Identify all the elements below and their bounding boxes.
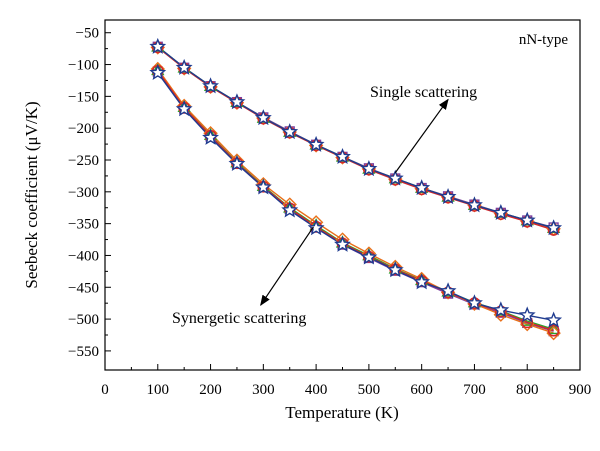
- data-point-star: [492, 203, 510, 221]
- series-line-single-circle: [157, 46, 554, 231]
- data-point-star: [307, 219, 325, 236]
- data-point-star: [360, 248, 378, 265]
- series-markers-single-circle: [151, 41, 560, 236]
- series-markers-synergetic-triangle: [151, 62, 561, 335]
- data-point-star: [307, 135, 325, 152]
- data-point-star: [228, 93, 246, 110]
- data-point-star: [334, 147, 351, 164]
- data-point-star: [281, 201, 299, 218]
- y-tick-label: −50: [76, 26, 99, 42]
- series-markers-synergetic-diamond: [150, 61, 561, 341]
- x-tick-label: 300: [252, 382, 275, 398]
- data-point-star: [175, 100, 193, 117]
- single-scattering-arrow: [394, 98, 449, 174]
- data-point-star: [254, 178, 272, 195]
- data-point-star: [175, 58, 193, 75]
- data-point-star: [413, 179, 431, 196]
- series-markers-synergetic-square: [152, 66, 559, 337]
- series-line-synergetic-star: [157, 72, 554, 322]
- data-point-star: [202, 77, 219, 94]
- series-line-synergetic-triangle: [157, 69, 554, 330]
- series-line-single-diamond: [157, 46, 554, 230]
- series-line-single-triangle: [157, 46, 554, 229]
- y-axis-title: Seebeck coefficient (μV/K): [22, 101, 41, 288]
- data-point-star: [413, 273, 431, 290]
- data-point-triangle: [546, 321, 561, 335]
- y-tick-label: −350: [68, 217, 99, 233]
- y-tick-label: −150: [68, 89, 99, 105]
- data-point-star: [149, 63, 167, 80]
- series-markers: [149, 37, 563, 341]
- synergetic-scattering-arrow: [260, 226, 314, 306]
- x-tick-label: 600: [410, 382, 433, 398]
- single-scattering-label: Single scattering: [370, 84, 477, 101]
- x-axis-title: Temperature (K): [285, 403, 399, 422]
- data-point-star: [386, 169, 404, 186]
- data-point-star: [254, 109, 272, 126]
- series-markers-synergetic-star: [149, 63, 563, 328]
- data-point-star: [149, 37, 167, 54]
- data-point-circle: [547, 324, 560, 337]
- data-point-star: [334, 235, 351, 252]
- x-tick-label: 800: [516, 382, 539, 398]
- data-point-star: [360, 160, 378, 177]
- x-tick-label: 500: [358, 382, 381, 398]
- y-tick-label: −200: [68, 121, 99, 137]
- data-point-diamond: [493, 307, 509, 322]
- x-tick-label: 100: [147, 382, 170, 398]
- x-tick-label: 700: [463, 382, 486, 398]
- data-point-diamond: [519, 316, 535, 332]
- series-line-synergetic-circle: [157, 70, 554, 332]
- data-point-star: [518, 306, 536, 323]
- y-tick-label: −400: [68, 248, 99, 264]
- series-line-synergetic-square: [157, 71, 554, 332]
- y-tick-label: −550: [68, 344, 99, 360]
- data-point-star: [545, 311, 563, 328]
- y-tick-label: −250: [68, 153, 99, 169]
- data-point-diamond: [546, 325, 561, 341]
- y-tick-label: −450: [68, 280, 99, 296]
- y-tick-label: −500: [68, 312, 99, 328]
- data-point-star: [439, 282, 457, 299]
- y-tick-label: −300: [68, 185, 99, 201]
- data-point-star: [545, 219, 563, 236]
- series-markers-single-star: [149, 37, 563, 236]
- legend-label: nN-type: [519, 32, 568, 48]
- series-line-single-star: [157, 46, 554, 229]
- y-tick-label: −100: [68, 58, 99, 74]
- x-tick-label: 0: [101, 382, 109, 398]
- synergetic-scattering-label: Synergetic scattering: [172, 310, 306, 327]
- axis-ticks: 0 100 200 300 400 500 600 700 800 900 −50 −100 −150 −…: [68, 26, 591, 398]
- data-point-star: [492, 301, 510, 318]
- annotations: Single scattering Synergetic scattering: [172, 84, 477, 327]
- data-point-star: [439, 188, 457, 205]
- x-tick-label: 400: [305, 382, 328, 398]
- data-point-star: [518, 211, 536, 228]
- data-point-star: [281, 123, 299, 140]
- x-tick-label: 900: [569, 382, 592, 398]
- series-line-synergetic-diamond: [157, 68, 554, 334]
- data-point-star: [228, 154, 246, 172]
- x-tick-label: 200: [199, 382, 222, 398]
- series-markers-synergetic-circle: [151, 65, 560, 337]
- data-point-star: [386, 261, 404, 278]
- data-point-star: [202, 128, 219, 145]
- data-point-star: [466, 196, 483, 213]
- series-line-single-square: [157, 46, 554, 229]
- data-point-star: [466, 294, 483, 311]
- series-lines: [157, 46, 554, 334]
